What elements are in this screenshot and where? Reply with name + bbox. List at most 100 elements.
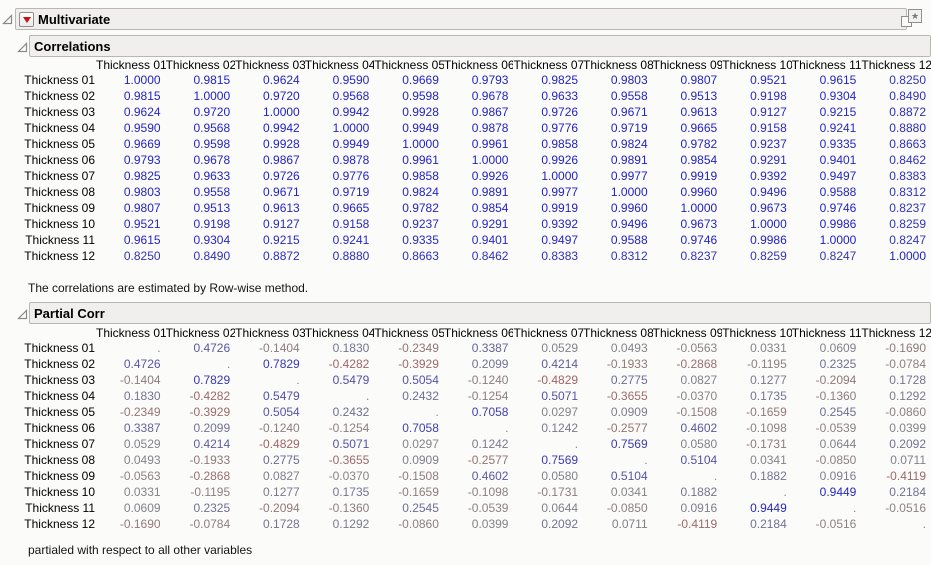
- matrix-cell: 1.0000: [402, 137, 439, 151]
- new-window-icon[interactable]: ★: [901, 9, 922, 27]
- matrix-cell: -0.1933: [189, 453, 231, 467]
- row-label: Thickness 01: [24, 341, 95, 355]
- matrix-cell: -0.2868: [189, 469, 231, 483]
- table-row: Thickness 10 0.9521 0.9198 0.9127 0.9158 0.92…: [0, 216, 931, 232]
- matrix-cell: -0.2094: [815, 373, 857, 387]
- row-label: Thickness 12: [24, 249, 95, 263]
- matrix-cell: 0.9961: [471, 137, 509, 151]
- row-label: Thickness 12: [24, 517, 95, 531]
- matrix-cell: 0.9588: [819, 185, 857, 199]
- matrix-cell: 0.1292: [889, 389, 926, 403]
- matrix-cell: -0.0370: [676, 389, 718, 403]
- disclosure-triangle-multivariate[interactable]: [2, 12, 13, 25]
- matrix-cell: -0.3655: [328, 453, 370, 467]
- matrix-cell: 1.0000: [680, 201, 718, 215]
- matrix-cell: .: [644, 453, 648, 467]
- matrix-cell: -0.2349: [398, 341, 439, 355]
- matrix-cell: .: [783, 485, 787, 499]
- matrix-cell: 0.0909: [610, 405, 648, 419]
- matrix-cell: 0.9793: [471, 73, 509, 87]
- matrix-cell: 0.9858: [541, 137, 579, 151]
- matrix-cell: 0.2325: [193, 501, 231, 515]
- row-label: Thickness 02: [24, 357, 95, 371]
- matrix-cell: 0.0580: [541, 469, 579, 483]
- column-header: Thickness 05: [374, 326, 444, 340]
- correlations-header-bar[interactable]: Correlations: [29, 35, 931, 57]
- row-label: Thickness 05: [24, 137, 95, 151]
- column-header: Thickness 10: [722, 58, 792, 72]
- row-label: Thickness 03: [24, 373, 95, 387]
- matrix-cell: 1.0000: [471, 153, 509, 167]
- row-label: Thickness 09: [24, 201, 95, 215]
- row-label: Thickness 07: [24, 437, 95, 451]
- matrix-cell: 0.9624: [123, 105, 161, 119]
- column-header: Thickness 11: [791, 326, 862, 340]
- table-row: Thickness 03 0.9624 0.9720 1.0000 0.9942 0.99…: [0, 104, 931, 120]
- matrix-cell: 0.2092: [889, 437, 926, 451]
- matrix-cell: 0.9793: [123, 153, 161, 167]
- disclosure-triangle-correlations[interactable]: [17, 40, 28, 53]
- matrix-cell: -0.1360: [328, 501, 370, 515]
- matrix-cell: -0.0539: [467, 501, 509, 515]
- matrix-cell: .: [853, 501, 857, 515]
- matrix-cell: 0.8250: [123, 249, 161, 263]
- matrix-cell: 0.2184: [889, 485, 926, 499]
- matrix-cell: .: [157, 341, 161, 355]
- matrix-cell: -0.1098: [746, 421, 787, 435]
- matrix-cell: 0.4214: [541, 357, 579, 371]
- matrix-cell: 0.9291: [750, 153, 787, 167]
- matrix-cell: -0.1659: [746, 405, 787, 419]
- row-label: Thickness 07: [24, 169, 95, 183]
- matrix-cell: -0.2577: [467, 453, 509, 467]
- matrix-cell: 1.0000: [541, 169, 579, 183]
- matrix-cell: -0.2868: [676, 357, 718, 371]
- matrix-cell: 0.1830: [332, 341, 370, 355]
- red-triangle-menu-button[interactable]: [19, 11, 34, 27]
- matrix-cell: 0.0711: [611, 517, 648, 531]
- table-row: Thickness 07 0.9825 0.9633 0.9726 0.9776 0.98…: [0, 168, 931, 184]
- matrix-cell: 0.9304: [819, 89, 857, 103]
- matrix-cell: 0.5104: [610, 469, 648, 483]
- matrix-cell: 0.9158: [750, 121, 787, 135]
- matrix-cell: 0.9815: [193, 73, 231, 87]
- matrix-cell: 0.9521: [750, 73, 787, 87]
- row-label: Thickness 09: [24, 469, 95, 483]
- matrix-cell: 0.9720: [263, 89, 300, 103]
- table-row: Thickness 01 1.0000 0.9815 0.9624 0.9590 0.96…: [0, 72, 931, 88]
- matrix-cell: -0.1690: [885, 341, 926, 355]
- matrix-cell: 0.7829: [193, 373, 231, 387]
- corner-cell: [0, 58, 96, 72]
- matrix-cell: 0.9726: [541, 105, 579, 119]
- matrix-cell: -0.1404: [259, 341, 300, 355]
- matrix-cell: .: [922, 517, 926, 531]
- matrix-cell: 0.0644: [819, 437, 857, 451]
- matrix-cell: -0.0784: [189, 517, 231, 531]
- column-header: Thickness 05: [374, 58, 444, 72]
- matrix-cell: 0.2545: [402, 501, 439, 515]
- matrix-cell: 0.8383: [541, 249, 579, 263]
- partial-corr-table: Thickness 01 Thickness 02 Thickness 03 Thic…: [0, 326, 931, 532]
- matrix-cell: 0.9215: [263, 233, 300, 247]
- partial-corr-header-bar[interactable]: Partial Corr: [29, 302, 931, 324]
- matrix-cell: 0.9926: [471, 169, 509, 183]
- matrix-cell: 0.0609: [123, 501, 161, 515]
- matrix-cell: 0.0331: [750, 341, 787, 355]
- matrix-cell: 0.9291: [471, 217, 509, 231]
- matrix-cell: 0.9521: [123, 217, 161, 231]
- matrix-cell: 0.8247: [889, 233, 926, 247]
- matrix-cell: 0.9241: [819, 121, 857, 135]
- column-header: Thickness 01: [96, 58, 166, 72]
- column-header: Thickness 03: [235, 58, 305, 72]
- matrix-cell: 0.0529: [541, 341, 579, 355]
- matrix-cell: 1.0000: [123, 73, 161, 87]
- matrix-cell: -0.1254: [467, 389, 509, 403]
- matrix-cell: -0.1508: [676, 405, 718, 419]
- matrix-cell: 0.9558: [610, 89, 648, 103]
- multivariate-header-bar[interactable]: Multivariate: [15, 8, 907, 30]
- disclosure-triangle-partial-corr[interactable]: [17, 307, 28, 320]
- matrix-cell: 0.9726: [263, 169, 300, 183]
- matrix-cell: 1.0000: [819, 233, 857, 247]
- matrix-cell: 0.9590: [332, 73, 370, 87]
- matrix-cell: -0.1254: [328, 421, 370, 435]
- row-label: Thickness 02: [24, 89, 95, 103]
